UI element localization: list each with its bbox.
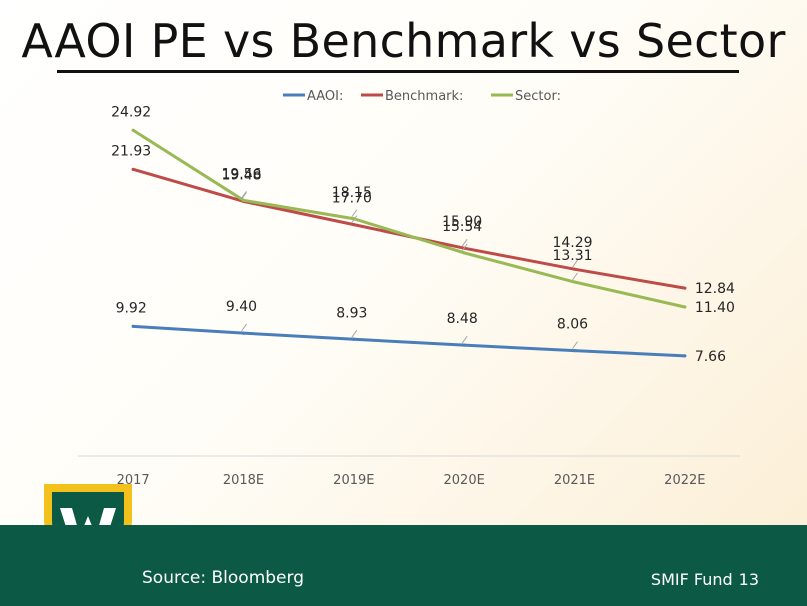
legend-entry: Sector: [515,89,561,104]
data-point [131,324,135,328]
data-point [462,343,466,347]
data-label-leader [351,209,358,218]
data-label-leader [241,323,247,332]
x-tick-label: 2019E [333,473,374,488]
x-tick-label: 2020E [444,473,485,488]
legend-entry: AAOI: [307,89,343,104]
data-label: 15.90 [442,214,482,230]
data-point [241,331,246,335]
data-point [352,223,356,227]
data-point [572,267,577,271]
data-label-layer: 9.92 9.40 8.93 8.48 8.067.6621.9319.4817.701… [111,104,735,365]
series-line [132,167,686,290]
x-axis: 2017 2018E 2019E 2020E 2021E 2022E [78,455,740,488]
data-label: 15.54 [442,219,482,235]
legend: AAOI: Benchmark: Sector: [283,89,561,104]
fund-name: SMIF Fund [650,570,733,589]
data-point [572,280,577,284]
data-label: 8.93 [336,305,367,321]
series-line [132,128,686,309]
series-layer [131,128,687,358]
data-label: 9.40 [226,299,257,315]
data-label-leader [241,192,247,200]
x-tick-label: 2021E [554,473,595,488]
slide-title: AAOI PE vs Benchmark vs Sector [21,14,786,68]
data-point [683,286,687,290]
fund-label: SMIF Fund 13 [651,570,759,589]
footer-bar: Source: Bloomberg SMIF Fund 13 [0,525,807,606]
data-label-leader [461,243,468,252]
data-label: 12.84 [695,281,735,297]
data-label-leader [351,215,358,223]
data-label: 17.70 [332,191,372,207]
data-label: 9.92 [116,300,147,316]
x-tick-label: 2018E [223,473,264,488]
data-point [683,354,687,358]
data-label-leader [572,341,578,349]
data-label-leader [572,259,578,268]
pe-line-chart: 2017 2018E 2019E 2020E 2021E 2022E AAOI: Bench… [78,89,740,488]
data-point [131,167,135,171]
title-underline [57,70,739,73]
data-label: 18.15 [332,185,372,201]
data-label: 19.56 [221,166,261,182]
data-point [131,128,135,132]
x-tick-label: 2022E [664,473,705,488]
data-label: 7.66 [695,349,726,365]
data-label: 19.48 [221,167,261,183]
data-label: 11.40 [695,300,735,316]
legend-entry: Benchmark: [385,89,463,104]
data-point [572,349,577,353]
source-note: Source: Bloomberg [142,568,304,588]
data-label-leader [461,335,468,344]
data-label: 13.31 [552,248,592,264]
data-label-leader [461,238,468,247]
data-label: 24.92 [111,104,151,120]
data-label: 21.93 [111,143,151,159]
data-label-leader [351,329,358,338]
data-point [241,198,246,202]
data-label-leader [572,272,578,281]
page-number: 13 [738,570,759,589]
data-label-leader [241,191,247,199]
data-point [352,337,356,341]
data-label: 14.29 [552,235,592,251]
data-label: 8.48 [447,311,478,327]
data-label: 8.06 [557,317,588,333]
series-line [133,324,685,358]
data-point [462,251,466,255]
data-point [683,305,687,309]
